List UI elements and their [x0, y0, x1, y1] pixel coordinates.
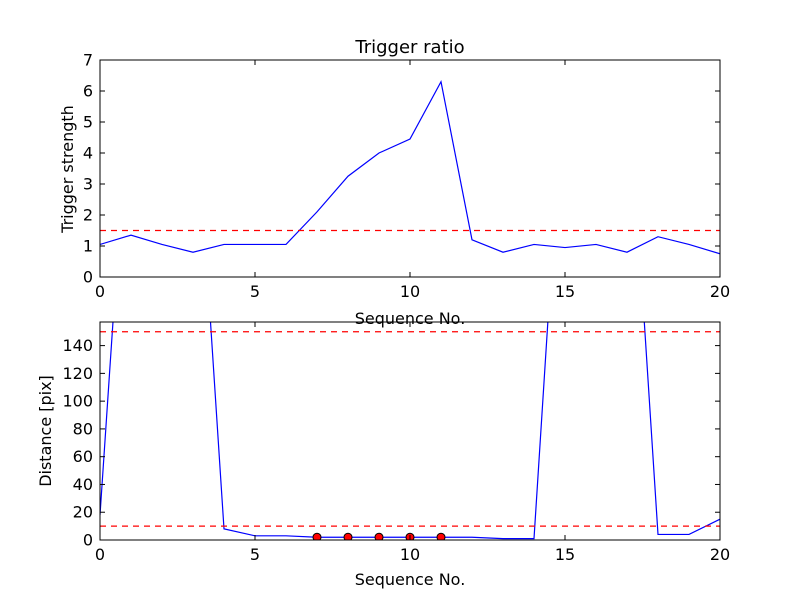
x-tick-label: 15: [555, 545, 575, 564]
x-tick-label: 0: [95, 282, 105, 301]
y-tick-label: 2: [83, 206, 93, 225]
y-tick-label: 60: [73, 447, 93, 466]
distance-chart: Distance [pix] Sequence No. 0 5 10 15 20 0 20 4…: [36, 321, 730, 589]
trigger-ratio-chart: Trigger ratio Trigger strength Sequence …: [58, 37, 730, 328]
y-tick-label: 5: [83, 113, 93, 132]
y-tick-label: 6: [83, 82, 93, 101]
x-axis-label: Sequence No.: [355, 309, 466, 328]
y-tick-label: 80: [73, 419, 93, 438]
y-tick-label: 20: [73, 503, 93, 522]
y-tick-label: 0: [83, 531, 93, 550]
data-point-marker: [436, 532, 446, 540]
data-point-marker: [312, 532, 322, 540]
plot-area: 0 5 10 15 20 0 1 2 3 4 5 6 7: [83, 51, 730, 302]
x-tick-label: 15: [555, 282, 575, 301]
y-tick-label: 7: [83, 51, 93, 70]
y-tick-label: 3: [83, 175, 93, 194]
y-tick-label: 140: [62, 336, 93, 355]
y-axis-label: Distance [pix]: [36, 375, 55, 487]
y-tick-label: 40: [73, 475, 93, 494]
data-point-marker: [343, 532, 353, 540]
plot-area: 0 5 10 15 20 0 20 40 60 80 100 120 140: [62, 321, 730, 564]
y-tick-label: 0: [83, 268, 93, 287]
series-line: [100, 79, 720, 255]
y-tick-label: 100: [62, 392, 93, 411]
x-axis-label: Sequence No.: [355, 570, 466, 589]
x-tick-label: 10: [400, 282, 420, 301]
y-tick-label: 120: [62, 364, 93, 383]
x-tick-label: 5: [250, 545, 260, 564]
data-point-marker: [374, 532, 384, 540]
chart-title: Trigger ratio: [354, 37, 464, 58]
x-tick-label: 10: [400, 545, 420, 564]
x-tick-label: 5: [250, 282, 260, 301]
y-tick-label: 1: [83, 237, 93, 256]
y-tick-label: 4: [83, 144, 93, 163]
x-tick-label: 20: [710, 545, 730, 564]
x-tick-label: 0: [95, 545, 105, 564]
y-axis-label: Trigger strength: [58, 105, 77, 234]
x-tick-label: 20: [710, 282, 730, 301]
